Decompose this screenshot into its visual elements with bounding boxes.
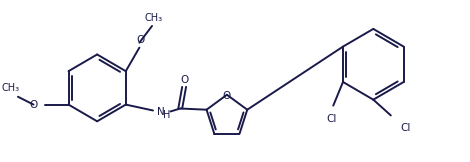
Text: Cl: Cl — [400, 123, 411, 133]
Text: O: O — [29, 100, 38, 110]
Text: O: O — [180, 75, 188, 85]
Text: CH₃: CH₃ — [1, 83, 19, 93]
Text: O: O — [223, 91, 231, 101]
Text: CH₃: CH₃ — [145, 13, 163, 23]
Text: N: N — [157, 107, 164, 117]
Text: O: O — [136, 35, 144, 45]
Text: Cl: Cl — [326, 114, 337, 124]
Text: H: H — [163, 110, 170, 120]
